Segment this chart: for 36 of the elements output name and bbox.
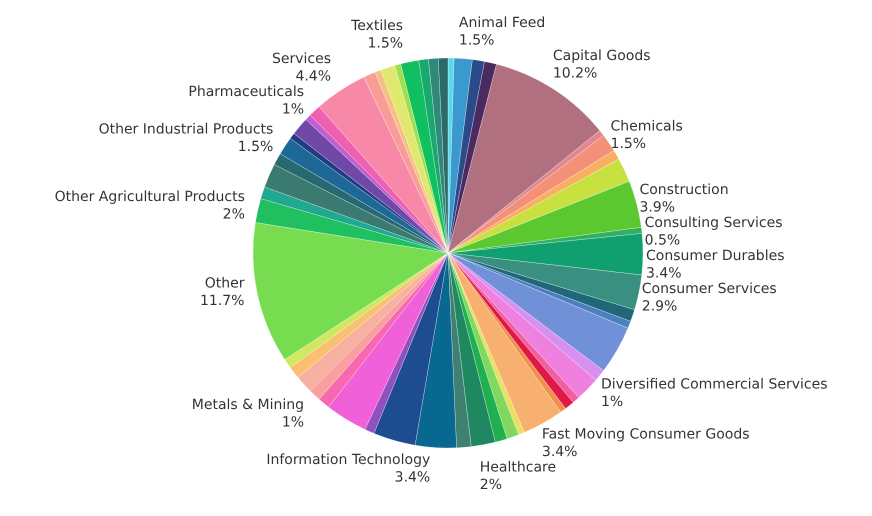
data-label: 2% <box>480 476 502 493</box>
data-label: 0.5% <box>644 232 680 249</box>
slice-label: Other Agricultural Products <box>54 188 245 205</box>
slice-label: Consumer Durables <box>646 248 785 264</box>
slice-label: Consulting Services <box>644 215 783 232</box>
slice-label: Consumer Services <box>642 281 777 298</box>
data-label: 3.4% <box>646 266 682 282</box>
slice-label: Chemicals <box>610 118 683 135</box>
slice-label: Healthcare <box>480 459 556 476</box>
data-label: 1.5% <box>610 136 646 152</box>
slice-label: Fast Moving Consumer Goods <box>542 426 750 442</box>
data-label: 3.4% <box>542 444 578 460</box>
data-label: 3.9% <box>639 200 676 216</box>
data-label: 1% <box>282 414 304 431</box>
data-label: 1.5% <box>238 139 274 156</box>
data-label: 4.4% <box>295 68 332 85</box>
data-label: 3.4% <box>394 469 430 486</box>
slice-label: Textiles <box>350 18 404 34</box>
slice-label: Construction <box>639 182 729 198</box>
slice-label: Capital Goods <box>552 48 651 64</box>
data-label: 1% <box>601 394 624 410</box>
data-label: 2.9% <box>642 298 678 315</box>
data-label: 1% <box>282 102 304 118</box>
data-label: 1.5% <box>368 36 404 52</box>
slice-label: Information Technology <box>266 452 430 468</box>
slice-label: Metals & Mining <box>192 397 304 414</box>
data-label: 11.7% <box>200 293 244 310</box>
slice-label: Other Industrial Products <box>98 122 274 138</box>
slice-label: Animal Feed <box>458 14 546 31</box>
slice-label: Pharmaceuticals <box>188 84 304 100</box>
slice-label: Other <box>204 276 245 292</box>
slice-label: Services <box>272 51 332 68</box>
data-label: 2% <box>222 206 245 222</box>
data-label: 10.2% <box>552 65 598 82</box>
slice-label: Diversified Commercial Services <box>601 376 828 393</box>
data-label: 1.5% <box>458 32 495 48</box>
